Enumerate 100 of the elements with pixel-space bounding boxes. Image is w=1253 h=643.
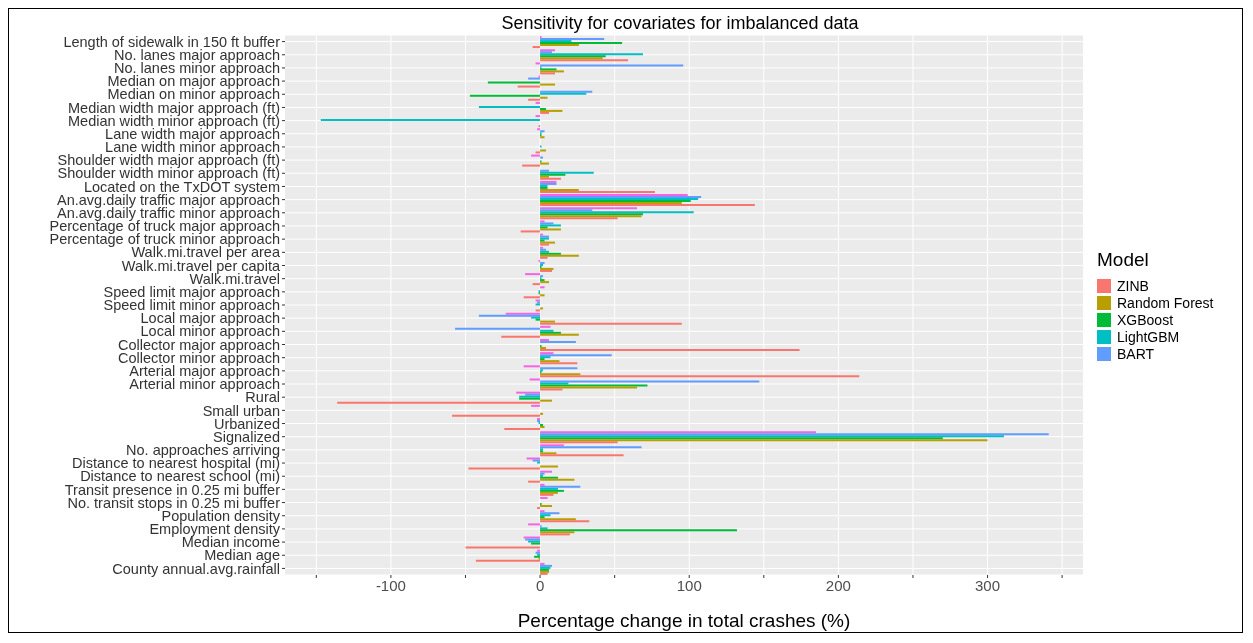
bar bbox=[540, 38, 605, 41]
bar bbox=[540, 329, 554, 332]
bar bbox=[540, 529, 737, 532]
bar bbox=[528, 523, 541, 526]
bar bbox=[540, 149, 547, 152]
bar bbox=[540, 531, 575, 534]
bar bbox=[540, 465, 558, 468]
bar bbox=[540, 493, 554, 496]
bar bbox=[478, 314, 541, 317]
bar bbox=[540, 386, 638, 389]
bar bbox=[531, 154, 541, 157]
bar bbox=[540, 491, 558, 494]
bar bbox=[540, 243, 550, 246]
bar bbox=[540, 226, 548, 229]
bar bbox=[517, 85, 541, 88]
bar bbox=[540, 171, 594, 174]
bar bbox=[540, 435, 1004, 438]
bar bbox=[537, 507, 541, 510]
bar bbox=[540, 444, 564, 447]
bar bbox=[540, 360, 560, 363]
bar bbox=[532, 459, 541, 462]
bar bbox=[540, 352, 554, 355]
bar bbox=[540, 200, 691, 203]
bar bbox=[516, 391, 541, 394]
bar bbox=[540, 109, 563, 112]
x-tick-label: 0 bbox=[535, 576, 545, 594]
x-tick-label: 100 bbox=[676, 576, 702, 594]
bar bbox=[540, 233, 544, 236]
bar bbox=[540, 40, 572, 43]
legend-label: BART bbox=[1117, 345, 1155, 362]
bar bbox=[540, 68, 557, 71]
bar bbox=[540, 256, 548, 259]
bar bbox=[540, 518, 576, 521]
bar bbox=[540, 333, 579, 336]
bar bbox=[540, 53, 643, 56]
bar bbox=[468, 467, 541, 470]
bar bbox=[540, 380, 760, 383]
bar bbox=[540, 367, 578, 370]
bar bbox=[540, 452, 557, 455]
bar bbox=[523, 365, 541, 368]
bar bbox=[540, 188, 579, 191]
bar bbox=[540, 399, 552, 402]
bar bbox=[540, 516, 545, 519]
bar bbox=[526, 457, 541, 460]
bar bbox=[540, 340, 576, 343]
bar bbox=[540, 441, 618, 444]
bar bbox=[540, 512, 560, 515]
bar bbox=[540, 239, 545, 242]
bar bbox=[540, 294, 545, 297]
bar bbox=[540, 356, 551, 359]
bar bbox=[540, 96, 548, 99]
bar bbox=[540, 217, 618, 220]
bar bbox=[455, 327, 541, 330]
bar bbox=[540, 437, 943, 440]
bar bbox=[540, 470, 552, 473]
bar bbox=[540, 44, 579, 47]
bar bbox=[540, 228, 561, 231]
bar bbox=[501, 335, 541, 338]
bar bbox=[540, 454, 624, 457]
bar bbox=[540, 476, 558, 479]
bar bbox=[540, 42, 623, 45]
bar bbox=[540, 527, 548, 530]
bar bbox=[540, 202, 682, 205]
y-tick-label: Speed limit major approach bbox=[103, 283, 280, 300]
bar bbox=[540, 354, 612, 357]
bar bbox=[540, 510, 545, 513]
bar bbox=[540, 439, 988, 442]
bar bbox=[531, 404, 541, 407]
bar bbox=[540, 175, 550, 178]
bar bbox=[504, 428, 541, 430]
bar bbox=[540, 222, 554, 225]
bar bbox=[540, 194, 688, 197]
bar bbox=[540, 209, 593, 212]
bar bbox=[540, 322, 682, 325]
bar bbox=[540, 520, 590, 523]
bar bbox=[540, 224, 561, 227]
legend-title: Model bbox=[1097, 249, 1150, 271]
bar bbox=[540, 92, 587, 95]
bar bbox=[337, 401, 541, 404]
bar bbox=[540, 412, 544, 415]
x-tick-label: -100 bbox=[375, 576, 406, 594]
x-tick-label: 300 bbox=[975, 576, 1001, 594]
bar bbox=[540, 487, 558, 490]
legend-label: XGBoost bbox=[1117, 311, 1174, 328]
bar bbox=[469, 94, 541, 97]
bar bbox=[540, 346, 547, 349]
bar bbox=[540, 375, 860, 378]
bar bbox=[540, 211, 694, 214]
bar bbox=[540, 331, 561, 334]
bar bbox=[540, 190, 655, 193]
bar bbox=[540, 241, 555, 244]
bar bbox=[520, 230, 541, 233]
bar bbox=[540, 489, 564, 492]
bar bbox=[528, 98, 541, 101]
bar bbox=[529, 378, 541, 381]
bar bbox=[540, 307, 544, 310]
bar bbox=[540, 220, 545, 223]
x-axis-title: Percentage change in total crashes (%) bbox=[517, 610, 851, 631]
bar bbox=[320, 119, 541, 122]
bar bbox=[540, 348, 800, 351]
